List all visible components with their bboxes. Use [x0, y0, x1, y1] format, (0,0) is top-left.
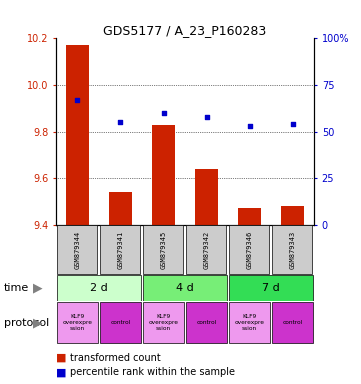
Point: [290, 121, 295, 127]
Bar: [109, 192, 132, 225]
Text: GSM879346: GSM879346: [247, 230, 253, 269]
Text: control: control: [196, 320, 217, 325]
FancyBboxPatch shape: [143, 275, 227, 301]
Text: time: time: [4, 283, 29, 293]
Text: 2 d: 2 d: [90, 283, 108, 293]
FancyBboxPatch shape: [57, 302, 98, 343]
Text: transformed count: transformed count: [70, 353, 161, 363]
Bar: [195, 169, 218, 225]
Text: control: control: [110, 320, 131, 325]
Text: percentile rank within the sample: percentile rank within the sample: [70, 367, 235, 377]
Text: ▶: ▶: [33, 316, 43, 329]
Point: [204, 114, 209, 120]
Text: KLF9
overexpre
ssion: KLF9 overexpre ssion: [235, 314, 265, 331]
FancyBboxPatch shape: [143, 225, 183, 274]
FancyBboxPatch shape: [229, 225, 269, 274]
Text: KLF9
overexpre
ssion: KLF9 overexpre ssion: [148, 314, 178, 331]
Bar: [66, 45, 89, 225]
Bar: [152, 124, 175, 225]
Text: 7 d: 7 d: [262, 283, 280, 293]
FancyBboxPatch shape: [229, 275, 313, 301]
Text: ▶: ▶: [33, 281, 43, 295]
Title: GDS5177 / A_23_P160283: GDS5177 / A_23_P160283: [103, 24, 267, 37]
Point: [75, 97, 81, 103]
Bar: [238, 209, 261, 225]
Text: GSM879343: GSM879343: [290, 230, 296, 269]
FancyBboxPatch shape: [272, 225, 312, 274]
FancyBboxPatch shape: [100, 225, 140, 274]
FancyBboxPatch shape: [186, 225, 226, 274]
Point: [161, 110, 166, 116]
Text: GSM879342: GSM879342: [204, 230, 209, 269]
Text: ■: ■: [56, 367, 66, 377]
Text: control: control: [282, 320, 303, 325]
FancyBboxPatch shape: [100, 302, 141, 343]
FancyBboxPatch shape: [186, 302, 227, 343]
Text: protocol: protocol: [4, 318, 49, 328]
Text: GSM879345: GSM879345: [161, 230, 166, 269]
Point: [118, 119, 123, 125]
Text: GSM879344: GSM879344: [74, 230, 81, 269]
Bar: [281, 206, 304, 225]
Text: KLF9
overexpre
ssion: KLF9 overexpre ssion: [62, 314, 92, 331]
Text: GSM879341: GSM879341: [117, 230, 123, 269]
FancyBboxPatch shape: [143, 302, 184, 343]
FancyBboxPatch shape: [57, 225, 97, 274]
FancyBboxPatch shape: [229, 302, 270, 343]
FancyBboxPatch shape: [272, 302, 313, 343]
Point: [247, 123, 252, 129]
Text: 4 d: 4 d: [176, 283, 194, 293]
Text: ■: ■: [56, 353, 66, 363]
FancyBboxPatch shape: [57, 275, 141, 301]
